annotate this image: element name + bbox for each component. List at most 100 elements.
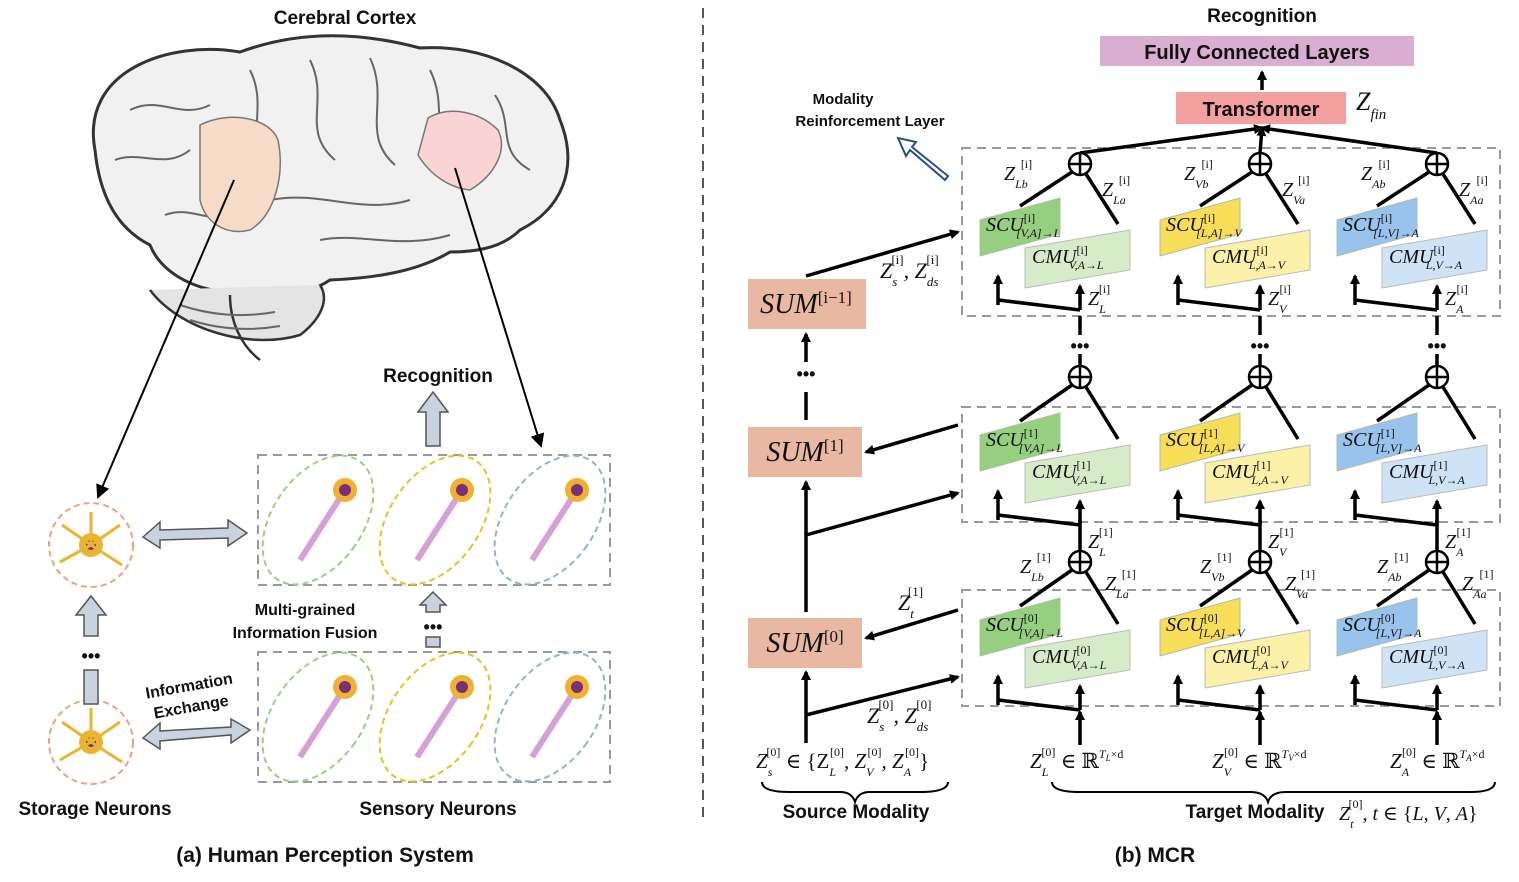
mrl-hollow-arrow	[896, 136, 950, 182]
storage-neuron-bottom	[48, 699, 134, 785]
target-definition: Zt[0], t ∈ {L, V, A}	[1339, 797, 1478, 831]
left-caption: (a) Human Perception System	[176, 844, 474, 867]
sum-dots: •••	[797, 364, 816, 384]
zVai-label: ZVa[i]	[1282, 173, 1309, 207]
col-dots-L: •••	[1071, 336, 1090, 356]
sum-box-i	[748, 279, 866, 329]
to-transformer-V	[1256, 126, 1267, 154]
scu-box-A-2	[1336, 197, 1418, 257]
cmu-box-V-1	[1204, 444, 1311, 504]
zAi-label: ZA[i]	[1445, 282, 1468, 316]
transformer-box	[1176, 92, 1346, 124]
split-A-1	[1354, 513, 1438, 527]
cmu-out-A-0	[1441, 571, 1477, 625]
fusion-up-arrow	[418, 590, 448, 613]
fc-layers-label: Fully Connected Layers	[1144, 42, 1370, 64]
storage-sensory-exchange-arrow-top	[141, 518, 249, 550]
left-dots-fusion: •••	[424, 617, 443, 637]
cmu-out-V-0	[1264, 571, 1300, 625]
cmu-label-L-0: CMU[0] V,A→L	[1032, 643, 1107, 672]
zLbi-label: ZLb[i]	[1004, 157, 1032, 191]
fusion-label-line2: Information Fusion	[233, 625, 378, 642]
scu-label-A-2: SCU[i] [L,V]→A	[1343, 211, 1419, 240]
zVbi-label: ZVb[i]	[1184, 157, 1213, 191]
cmu-label-V-2: CMU[i] L,A→V	[1212, 243, 1287, 272]
scu-box-A-0	[1336, 597, 1418, 657]
zLi-label: ZL[i]	[1088, 282, 1110, 316]
scu-box-A-1	[1336, 412, 1418, 472]
source-brace	[761, 781, 949, 806]
brain-illustration	[91, 34, 570, 361]
cmu-label-V-0: CMU[0] L,A→V	[1212, 643, 1289, 672]
zs0-definition: Zs[0] ∈ {ZL[0], ZV[0], ZA[0]}	[756, 745, 929, 779]
scu-label-V-0: SCU[0] [L,A]→V	[1166, 611, 1246, 640]
storage-up-arrow	[74, 594, 108, 637]
zL1-label: ZL[1]	[1088, 525, 1113, 559]
scu-label-V-1: SCU[1] [L,A]→V	[1166, 426, 1246, 455]
scu-box-V-0	[1159, 597, 1241, 657]
zAai-label: ZAa[i]	[1459, 173, 1488, 207]
to-transformer-A	[1260, 124, 1438, 155]
split-A-0	[1354, 698, 1438, 712]
left-panel: Cerebral Cortex	[18, 8, 611, 867]
scu-box-L-0	[979, 597, 1061, 657]
cmu-box-V-0	[1204, 629, 1311, 689]
scu-out-L-1	[1019, 383, 1073, 423]
zLb1-label: ZLb[1]	[1020, 550, 1051, 584]
target-modality-label: Target Modality	[1186, 802, 1325, 823]
scu-out-V-1	[1199, 383, 1253, 423]
scu-label-L-2: SCU[i] [V,A]→L	[986, 211, 1061, 240]
right-recognition-label: Recognition	[1207, 6, 1317, 27]
split-L-2	[997, 298, 1081, 312]
to-transformer-L	[1079, 124, 1264, 155]
zs0-zds0-label: Zs[0], Zds[0]	[867, 697, 931, 734]
cmu-box-A-1	[1381, 444, 1488, 504]
split-L-1	[997, 513, 1081, 527]
recognition-up-arrow	[416, 390, 450, 447]
cmu-label-L-2: CMU[i] V,A→L	[1032, 243, 1104, 272]
scu-box-V-2	[1159, 197, 1241, 257]
zt1-label: Zt[1]	[898, 584, 923, 621]
sum-box-1	[748, 427, 862, 477]
zsi-zdsi-label: Zs[i], Zds[i]	[880, 252, 939, 289]
split-L-0	[997, 698, 1081, 712]
zAbi-label: ZAb[i]	[1361, 157, 1390, 191]
scu-label-A-0: SCU[0] [L,V]→A	[1343, 611, 1422, 640]
zAb1-label: ZAb[1]	[1377, 550, 1408, 584]
cmu-label-L-1: CMU[1] V,A→L	[1032, 458, 1107, 487]
cmu-box-A-2	[1381, 229, 1488, 289]
sensory-neurons-bottom	[261, 651, 607, 783]
scu-out-A-1	[1376, 383, 1430, 423]
cmu-label-V-1: CMU[1] L,A→V	[1212, 458, 1289, 487]
cmu-box-L-2	[1024, 229, 1131, 289]
cmu-out-A-1	[1441, 386, 1477, 440]
cmu-out-L-2	[1084, 173, 1120, 225]
z-fin-label: Zfin	[1356, 87, 1386, 123]
right-panel: Recognition Fully Connected Layers Trans…	[748, 6, 1501, 867]
sensory-neurons-top	[261, 454, 607, 586]
scu-out-A-0	[1376, 568, 1430, 608]
storage-sensory-exchange-arrow-bottom	[141, 717, 252, 751]
cmu-box-L-1	[1024, 444, 1131, 504]
scu-out-V-2	[1199, 170, 1253, 208]
modality-columns: SCU[0] [V,A]→L CMU[0] V,A→L SCU[1] [V,A]→L CMU…	[979, 124, 1493, 779]
cmu-box-A-0	[1381, 629, 1488, 689]
zv0-definition: ZV[0] ∈ ℝTV×d	[1212, 745, 1307, 779]
cmu-box-L-0	[1024, 629, 1131, 689]
cmu-label-A-2: CMU[i] L,V→A	[1389, 243, 1463, 272]
cmu-out-L-0	[1084, 571, 1120, 625]
zVa1-label: ZVa[1]	[1285, 567, 1315, 601]
scu-box-L-2	[979, 197, 1061, 257]
zV1-label: ZV[1]	[1268, 525, 1293, 559]
scu-label-L-1: SCU[1] [V,A]→L	[986, 426, 1063, 455]
brain-title: Cerebral Cortex	[274, 8, 417, 29]
storage-neuron-top	[48, 502, 134, 588]
fc-layers-box	[1100, 36, 1414, 66]
cmu-out-A-2	[1441, 173, 1477, 225]
zA1-label: ZA[1]	[1445, 525, 1470, 559]
left-recognition-label: Recognition	[383, 366, 493, 387]
transformer-label: Transformer	[1203, 99, 1320, 121]
zLai-label: ZLa[i]	[1102, 173, 1130, 207]
left-dots-storage: •••	[82, 646, 101, 666]
